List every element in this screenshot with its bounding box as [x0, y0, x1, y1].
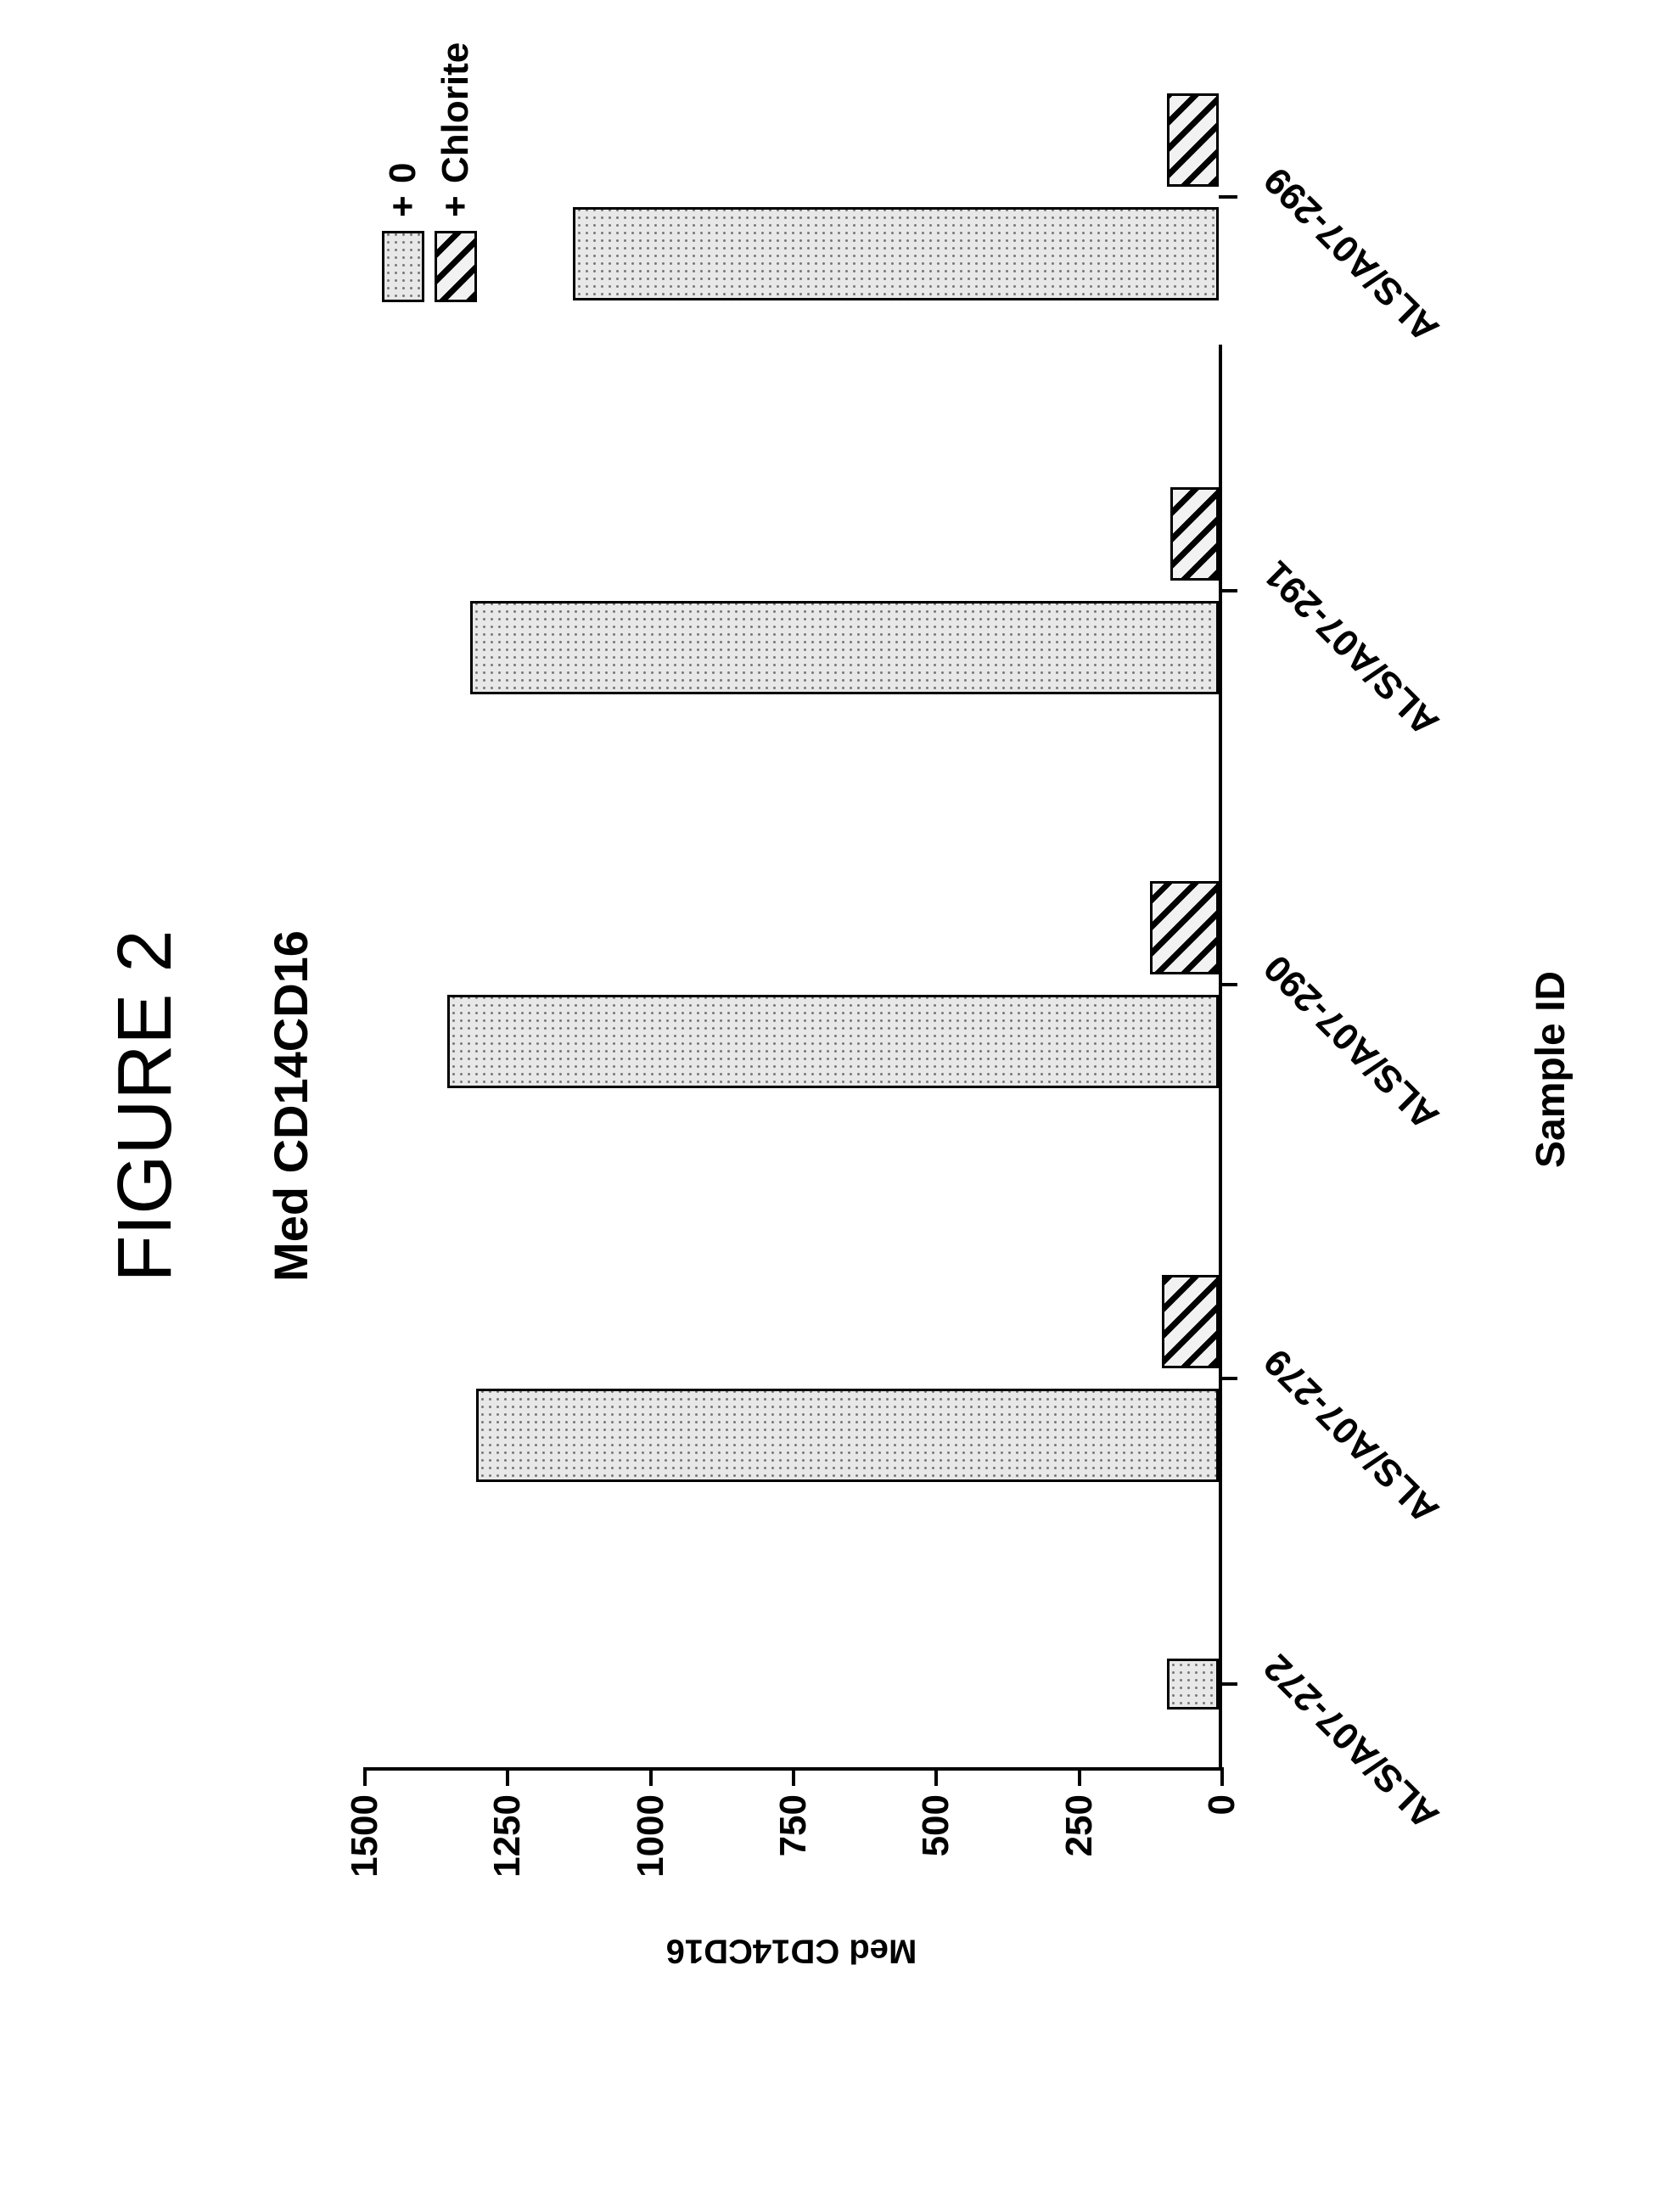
legend-swatch	[435, 231, 477, 302]
y-tick	[363, 1767, 367, 1786]
figure-title: FIGURE 2	[102, 0, 189, 2212]
x-axis-title: Sample ID	[1528, 971, 1574, 1168]
page: FIGURE 2 Med CD14CD16 Med CD14CD16 02505…	[0, 0, 1666, 2212]
x-tick	[1219, 1377, 1237, 1380]
legend-plus: +	[435, 195, 477, 217]
bar-series0-g1	[476, 1389, 1219, 1482]
y-tick-label: 1250	[486, 1794, 529, 1913]
x-tick-label: ALS/A07-299	[1256, 159, 1478, 381]
bar-series1-g2	[1150, 881, 1219, 974]
y-tick-label: 1500	[344, 1794, 386, 1913]
bar-series0-g3	[470, 601, 1219, 694]
bar-series0-g0	[1167, 1659, 1219, 1710]
x-tick	[1219, 195, 1237, 199]
legend-swatch	[382, 231, 424, 302]
y-tick	[649, 1767, 653, 1786]
landscape-canvas: FIGURE 2 Med CD14CD16 Med CD14CD16 02505…	[0, 0, 1666, 2212]
legend: +0+Chlorite	[382, 22, 501, 302]
y-tick-label: 500	[915, 1794, 957, 1913]
x-tick	[1219, 1682, 1237, 1686]
y-tick-label: 1000	[630, 1794, 672, 1913]
bar-series1-g1	[1162, 1275, 1219, 1368]
y-tick	[506, 1767, 509, 1786]
legend-row: + Chlorite	[435, 22, 485, 302]
x-tick-label: ALS/A07-290	[1256, 946, 1478, 1169]
bar-series0-g2	[447, 995, 1219, 1088]
legend-row: +0	[382, 22, 433, 302]
chart-title: Med CD14CD16	[263, 0, 318, 2212]
legend-label: Chlorite	[435, 42, 477, 183]
x-tick-label: ALS/A07-272	[1256, 1646, 1478, 1868]
y-tick-label: 750	[772, 1794, 815, 1913]
y-tick	[1220, 1767, 1224, 1786]
plot-area: 0250500750100012501500ALS/A07-272ALS/A07…	[365, 345, 1222, 1771]
bar-series0-g4	[573, 207, 1219, 300]
legend-label: 0	[382, 163, 424, 183]
x-tick-label: ALS/A07-279	[1256, 1340, 1478, 1563]
bar-series1-g3	[1170, 487, 1219, 581]
x-tick	[1219, 589, 1237, 592]
y-tick	[934, 1767, 938, 1786]
x-tick-label: ALS/A07-291	[1256, 553, 1478, 775]
y-tick	[792, 1767, 795, 1786]
legend-plus: +	[382, 195, 424, 217]
bar-series1-g4	[1167, 93, 1219, 187]
y-axis-title: Med CD14CD16	[666, 1932, 917, 1970]
x-tick	[1219, 983, 1237, 986]
y-tick-label: 250	[1058, 1794, 1101, 1913]
y-tick	[1078, 1767, 1081, 1786]
y-tick-label: 0	[1201, 1794, 1243, 1913]
